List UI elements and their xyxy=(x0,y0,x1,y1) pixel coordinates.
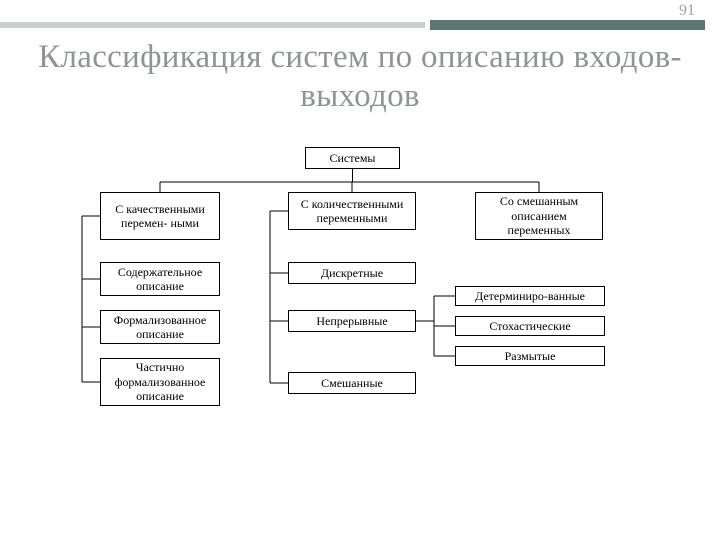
node-q2: Формализованное описание xyxy=(100,310,220,344)
node-d1: Детерминиро-ванные xyxy=(455,286,605,306)
node-qual: С качественными перемен- ными xyxy=(100,192,220,240)
node-mixed: Со смешанным описанием переменных xyxy=(475,192,603,240)
node-d2: Стохастические xyxy=(455,316,605,336)
node-d3: Размытые xyxy=(455,346,605,366)
node-n3: Смешанные xyxy=(288,372,416,394)
node-n1: Дискретные xyxy=(288,262,416,284)
node-q1: Содержательное описание xyxy=(100,262,220,296)
node-root: Системы xyxy=(305,147,400,169)
node-n2: Непрерывные xyxy=(288,310,416,332)
node-q3: Частично формализованное описание xyxy=(100,358,220,406)
node-quant: С количественными переменными xyxy=(288,192,416,230)
